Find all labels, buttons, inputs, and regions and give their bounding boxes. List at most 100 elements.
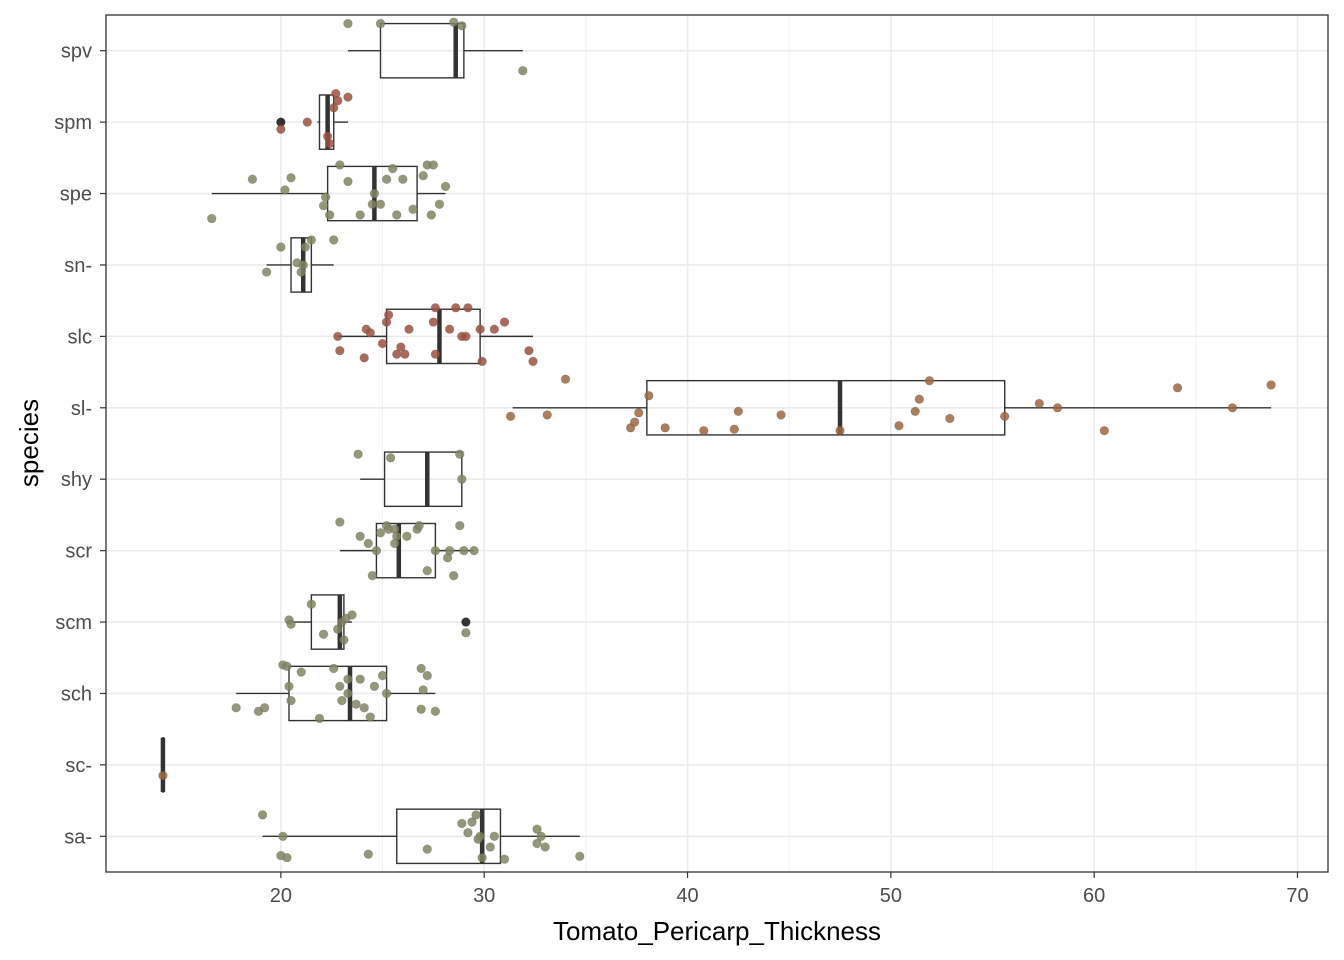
x-tick-label: 20 xyxy=(270,885,292,907)
data-point xyxy=(324,138,335,149)
x-tick-label: 30 xyxy=(473,885,495,907)
data-point xyxy=(286,695,296,706)
data-point xyxy=(477,853,487,863)
data-point xyxy=(282,661,292,672)
data-point xyxy=(367,570,378,581)
x-tick-label: 50 xyxy=(880,885,902,907)
data-point xyxy=(518,66,528,76)
data-point xyxy=(428,317,439,327)
data-point xyxy=(729,424,739,434)
data-point xyxy=(448,17,459,27)
data-point xyxy=(699,425,709,436)
data-point xyxy=(536,831,546,841)
data-point xyxy=(505,411,516,422)
data-point xyxy=(560,374,571,384)
data-point xyxy=(455,449,465,459)
data-point xyxy=(471,810,481,820)
data-point xyxy=(280,185,290,195)
data-point xyxy=(416,663,426,674)
box-iqr xyxy=(396,808,502,865)
data-point xyxy=(284,681,294,692)
data-point xyxy=(1266,380,1276,390)
data-point xyxy=(444,324,455,334)
data-point xyxy=(257,810,268,820)
data-point xyxy=(333,331,343,342)
data-point xyxy=(369,681,380,692)
data-point xyxy=(418,170,428,181)
data-point xyxy=(945,413,955,424)
data-point xyxy=(644,390,654,401)
data-point xyxy=(339,635,349,645)
data-point xyxy=(375,199,386,209)
data-point xyxy=(434,199,445,209)
data-point xyxy=(369,188,380,199)
data-point xyxy=(351,699,361,709)
data-point xyxy=(1227,403,1238,413)
data-point xyxy=(467,817,477,827)
data-point xyxy=(359,353,369,363)
data-point xyxy=(451,303,461,313)
data-point xyxy=(924,375,935,386)
data-point xyxy=(320,192,331,202)
y-tick-label: spe xyxy=(60,184,92,206)
data-point xyxy=(387,163,398,174)
data-point xyxy=(629,417,640,427)
data-point xyxy=(532,824,542,834)
data-point xyxy=(363,849,373,859)
data-point xyxy=(375,528,386,538)
data-point xyxy=(398,174,408,184)
data-point xyxy=(910,406,920,417)
data-point xyxy=(381,174,392,184)
data-point xyxy=(457,21,467,31)
data-point xyxy=(459,545,469,556)
data-point xyxy=(343,92,353,102)
data-point xyxy=(1172,383,1183,393)
y-tick-label: scr xyxy=(65,541,92,563)
data-point xyxy=(353,449,363,459)
panel-background xyxy=(106,15,1328,872)
data-point xyxy=(318,200,329,211)
data-point xyxy=(430,706,441,717)
data-point xyxy=(408,204,418,214)
data-point xyxy=(660,423,670,433)
data-point xyxy=(302,117,312,127)
data-point xyxy=(422,844,432,854)
data-point xyxy=(426,210,437,220)
data-point xyxy=(359,703,369,713)
data-point xyxy=(634,408,644,418)
box-iqr xyxy=(646,379,1006,436)
data-point xyxy=(455,520,465,531)
data-point xyxy=(457,474,467,484)
data-point xyxy=(390,538,400,549)
data-point xyxy=(333,95,343,106)
data-point xyxy=(343,176,353,187)
data-point xyxy=(259,703,270,713)
data-point xyxy=(477,356,487,367)
y-tick-label: slc xyxy=(68,326,92,348)
axes: 20 30 40 50 60 70 sa-sc-sch scm scr shy sl-slc sn-s… xyxy=(54,41,1308,907)
data-point xyxy=(540,842,550,852)
data-point xyxy=(329,235,339,245)
data-point xyxy=(329,103,339,113)
data-point xyxy=(914,394,925,404)
y-tick-label: sc- xyxy=(65,755,92,777)
y-tick-label: sn- xyxy=(64,255,92,277)
outlier-point xyxy=(461,617,471,627)
data-point xyxy=(333,624,343,634)
data-point xyxy=(306,235,317,245)
data-point xyxy=(365,712,376,722)
data-point xyxy=(363,538,373,549)
y-tick-label: spm xyxy=(54,112,92,134)
data-point xyxy=(371,545,382,556)
data-point xyxy=(286,173,296,183)
y-tick-label: sl- xyxy=(71,398,92,420)
data-point xyxy=(461,331,471,342)
data-point xyxy=(231,703,241,713)
data-point xyxy=(337,695,347,706)
data-point xyxy=(318,629,329,639)
data-point xyxy=(499,854,510,864)
data-point xyxy=(329,663,339,674)
data-point xyxy=(428,160,439,170)
data-point xyxy=(300,242,310,252)
data-point xyxy=(343,688,353,699)
